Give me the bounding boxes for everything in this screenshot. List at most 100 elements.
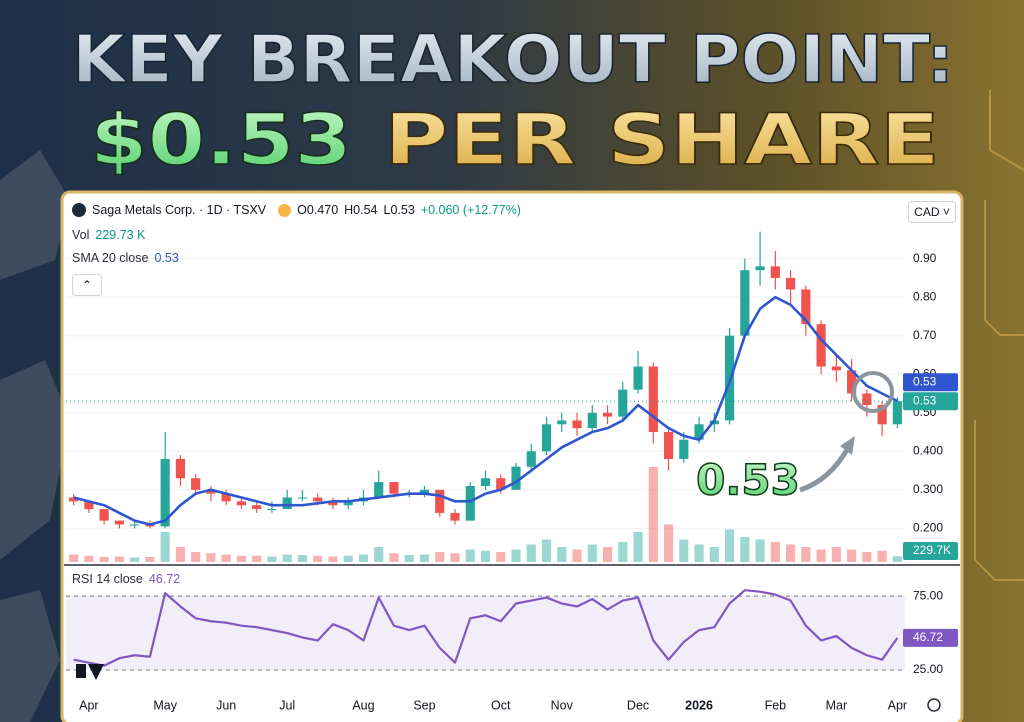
candle-body xyxy=(557,420,567,425)
collapse-button[interactable]: ⌃ xyxy=(72,274,102,296)
volume-bar xyxy=(191,552,201,562)
rsi-tag-bg xyxy=(903,628,958,647)
sma-tag: 0.53 xyxy=(913,374,937,388)
headline-line1: KEY BREAKOUT POINT: xyxy=(72,21,954,98)
volume-bar xyxy=(114,556,124,562)
volume-bar xyxy=(541,539,552,562)
volume-bar xyxy=(694,544,704,562)
volume-bar xyxy=(511,549,521,562)
candle-body xyxy=(602,412,613,417)
plot-area: 0.900.800.700.600.500.4000.3000.2000.530… xyxy=(66,231,958,676)
candle-body xyxy=(740,270,750,336)
volume-bar xyxy=(480,550,491,562)
x-tick-label: Jul xyxy=(279,698,295,712)
volume-bar xyxy=(419,554,430,562)
rsi-line xyxy=(73,589,899,667)
candle-body xyxy=(206,489,216,494)
candle-body xyxy=(511,466,521,490)
candle-body xyxy=(892,401,902,425)
candle-body xyxy=(801,289,811,325)
volume-bar xyxy=(862,552,872,562)
candle-body xyxy=(297,497,308,499)
volume-bar xyxy=(770,542,780,562)
y-tick-label: 0.300 xyxy=(913,482,943,496)
candle-body xyxy=(648,366,658,433)
sma-tag-bg xyxy=(903,373,958,392)
volume-tag: 229.7K xyxy=(913,543,951,557)
candle-body xyxy=(419,489,430,494)
y-tick-label: 75.00 xyxy=(913,588,943,602)
highlight-circle xyxy=(852,371,894,413)
candle-body xyxy=(587,412,597,429)
volume-bar xyxy=(740,537,750,562)
y-tick-label: 0.200 xyxy=(913,520,943,534)
candle-body xyxy=(114,520,124,525)
candle-body xyxy=(679,439,689,459)
volume-bar xyxy=(99,557,109,562)
logo-part xyxy=(88,664,104,680)
volume-bar xyxy=(816,549,826,562)
candle-body xyxy=(175,458,185,479)
candle-body xyxy=(786,277,796,290)
settings-icon[interactable] xyxy=(927,698,941,712)
candle-body xyxy=(160,458,170,527)
chart-card xyxy=(60,190,964,722)
x-tick-label: Aug xyxy=(352,698,374,712)
volume-bar xyxy=(724,529,735,562)
symbol-icon xyxy=(72,203,86,217)
ohlc-high: H0.54 xyxy=(344,203,378,217)
volume-bar xyxy=(618,542,628,562)
volume-bar xyxy=(557,547,567,562)
y-tick-label: 0.70 xyxy=(913,328,937,342)
volume-bar xyxy=(786,544,796,562)
candle-body xyxy=(541,424,552,452)
x-tick-label: Apr xyxy=(888,698,907,712)
volume-name: Vol xyxy=(72,228,90,242)
candle-body xyxy=(465,485,475,521)
candle-body xyxy=(99,509,109,521)
volume-value: 229.73 K xyxy=(95,228,146,242)
rocks xyxy=(0,150,70,722)
x-tick-label: Oct xyxy=(491,698,511,712)
volume-legend: Vol 229.73 K xyxy=(72,228,145,242)
change: +0.060 (+12.77%) xyxy=(420,203,521,217)
logo-part xyxy=(76,664,86,678)
volume-bar xyxy=(206,553,216,562)
volume-bar xyxy=(252,555,262,562)
price-tag: 0.53 xyxy=(913,393,937,407)
price-tag-bg xyxy=(903,392,958,411)
volume-bar xyxy=(663,524,674,562)
symbol-row: Saga Metals Corp. · 1D · TSXV O0.470 H0.… xyxy=(72,203,521,217)
x-tick-label: May xyxy=(153,698,177,712)
volume-bar xyxy=(313,555,323,562)
x-tick-label: Apr xyxy=(79,698,98,712)
candle-body xyxy=(267,509,277,511)
volume-bar xyxy=(130,557,140,562)
y-tick-label: 0.90 xyxy=(913,251,937,265)
volume-bar xyxy=(328,556,338,562)
currency-select[interactable]: CAD ˅ xyxy=(908,201,956,223)
volume-bar xyxy=(145,557,155,562)
circuit-lines xyxy=(974,90,1024,581)
sma-value: 0.53 xyxy=(154,251,179,265)
volume-bar xyxy=(602,547,613,562)
x-tick-label: Dec xyxy=(627,698,649,712)
candle-body xyxy=(313,497,323,502)
y-tick-label: 0.400 xyxy=(913,443,943,457)
candle-body xyxy=(328,501,338,506)
volume-bar xyxy=(343,555,353,562)
sma-line xyxy=(73,295,898,526)
x-tick-label: Nov xyxy=(551,698,574,712)
volume-bar xyxy=(404,555,414,562)
symbol: Saga Metals Corp. · 1D · TSXV xyxy=(92,203,267,217)
headline-line2: PER SHARE xyxy=(384,99,940,181)
volume-bar xyxy=(267,556,277,562)
candle-body xyxy=(572,420,582,429)
volume-bar xyxy=(175,547,185,562)
volume-bar xyxy=(282,554,292,562)
annotation-arrow xyxy=(799,446,851,493)
market-icon xyxy=(278,203,292,217)
candle-body xyxy=(663,432,674,459)
